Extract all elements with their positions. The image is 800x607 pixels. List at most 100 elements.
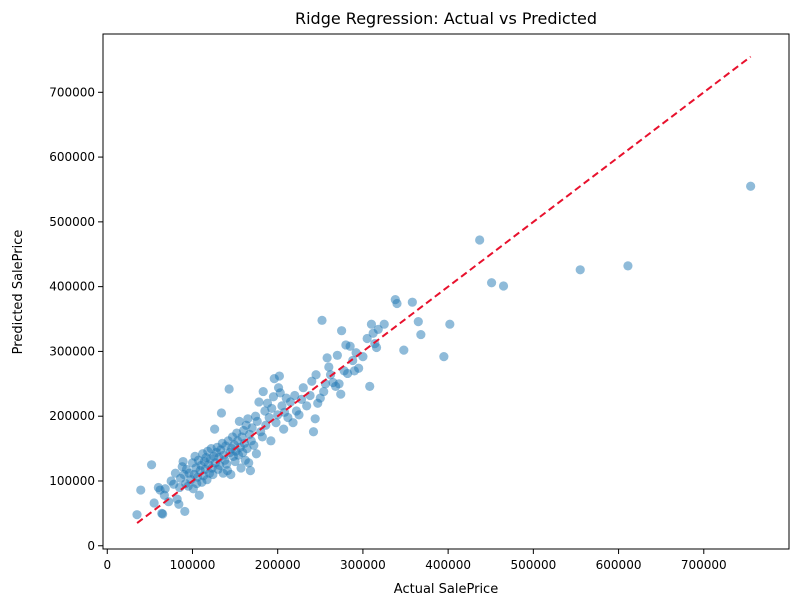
data-point [302,401,312,411]
data-point [392,298,402,309]
data-point [345,341,355,351]
data-point [486,278,497,288]
x-tick-label: 0 [103,558,111,572]
data-point [373,324,383,334]
y-tick-label: 0 [87,539,95,553]
data-point [365,381,375,391]
data-point [254,397,264,407]
data-point [371,342,382,353]
data-point [164,497,174,507]
data-point [267,403,277,414]
data-point [290,390,300,401]
x-tick-label: 600000 [596,558,642,572]
data-point [498,281,509,291]
data-point [294,410,304,420]
reference-line-layer [136,55,752,524]
y-tick-label: 700000 [49,85,95,99]
data-point [174,499,184,509]
data-point [399,345,409,355]
data-point [158,509,168,519]
y-tick-label: 200000 [49,409,95,423]
data-point [252,416,262,426]
data-point [247,423,257,433]
data-point [251,449,261,459]
data-point [288,418,298,428]
x-tick-label: 700000 [681,558,727,572]
data-point [132,510,142,520]
data-point [575,265,585,275]
data-point [242,443,252,454]
data-point [334,379,344,389]
data-point [348,355,358,366]
data-point [180,506,190,517]
chart-title: Ridge Regression: Actual vs Predicted [295,9,597,28]
x-tick-label: 400000 [425,558,471,572]
data-point [194,490,204,500]
data-point [274,371,284,381]
data-point [210,424,220,434]
data-point [178,456,188,467]
x-tick-label: 500000 [510,558,556,572]
data-point [307,376,317,386]
data-point [354,363,364,373]
data-point [413,317,423,327]
data-point [149,498,159,508]
data-point [416,329,426,340]
data-point [746,181,756,191]
data-point [310,414,320,424]
data-point [475,235,485,245]
data-point [136,485,146,495]
data-point [285,397,296,407]
data-point [249,440,259,450]
data-point [324,362,334,372]
data-point [243,414,253,424]
data-point [337,326,347,336]
x-tick-label: 200000 [255,558,301,572]
data-point [257,432,267,442]
data-point [224,384,234,394]
data-point [234,416,244,426]
data-point [407,297,417,307]
reference-line [136,55,752,524]
data-point [245,466,256,476]
y-tick-label: 500000 [49,215,95,229]
data-point [298,383,308,393]
data-point [311,370,321,380]
data-point [322,353,332,363]
y-axis-label: Predicted SalePrice [11,230,26,355]
data-point [362,333,372,344]
x-tick-label: 100000 [170,558,216,572]
data-point [332,350,342,360]
data-point [379,319,389,329]
plot-frame [102,33,790,550]
data-point [325,370,336,380]
data-point [258,386,268,397]
data-point [268,392,279,402]
y-tick-label: 400000 [49,280,95,294]
y-tick-label: 600000 [49,150,95,164]
data-point [305,390,315,401]
data-point [244,458,254,468]
data-point [236,463,246,473]
data-point [226,469,236,480]
data-point [317,315,327,325]
data-point [308,427,319,437]
x-axis-ticks: 0 100000 200000 300000 400000 500000 600000 700… [103,549,727,572]
data-point [216,408,227,418]
x-tick-label: 300000 [340,558,386,572]
data-point [146,460,157,470]
y-axis-ticks: 0 100000 200000 300000 400000 500000 600000 700… [49,85,103,553]
data-point [336,389,346,399]
data-point [266,436,276,446]
data-point [319,386,329,397]
data-point [445,319,455,329]
data-points [132,181,756,520]
x-axis-label: Actual SalePrice [394,582,498,597]
data-point [439,352,449,362]
y-tick-label: 100000 [49,474,95,488]
data-point [275,388,285,398]
data-point [366,319,377,329]
data-point [279,424,289,434]
y-tick-label: 300000 [49,344,95,358]
